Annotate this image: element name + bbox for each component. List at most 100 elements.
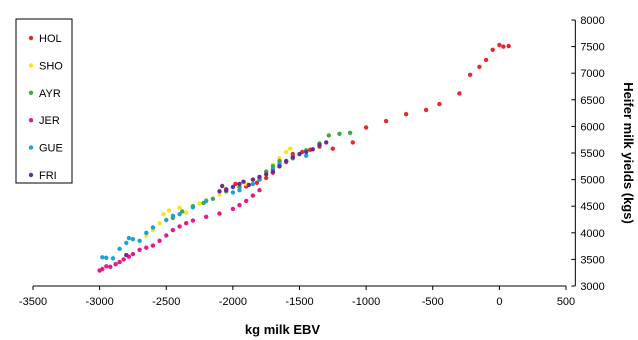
data-point-fri xyxy=(250,177,256,182)
data-point-gue xyxy=(117,246,122,251)
data-point-fri xyxy=(237,181,242,187)
data-point-gue xyxy=(177,212,182,217)
data-point-fri xyxy=(310,147,315,152)
legend-label-ayr: AYR xyxy=(39,88,61,100)
y-tick-label: 7000 xyxy=(580,68,604,80)
y-tick-label: 6500 xyxy=(580,95,604,107)
legend-marker-fri xyxy=(28,172,34,178)
data-point-hol xyxy=(264,175,269,181)
data-point-jer xyxy=(177,224,182,229)
data-point-jer xyxy=(164,233,169,238)
data-point-fri xyxy=(317,142,322,148)
data-point-sho xyxy=(288,146,293,151)
legend-marker-gue xyxy=(28,145,34,150)
data-point-sho xyxy=(157,221,162,226)
data-point-gue xyxy=(110,256,116,261)
data-point-hol xyxy=(383,118,389,124)
y-tick-label: 6000 xyxy=(580,121,604,133)
data-point-sho xyxy=(284,149,289,155)
data-point-hol xyxy=(350,140,355,145)
x-axis-title: kg milk EBV xyxy=(245,322,320,337)
x-tick-label: 500 xyxy=(557,296,575,308)
y-tick-label: 3500 xyxy=(580,254,604,266)
data-point-jer xyxy=(204,214,209,219)
data-point-fri xyxy=(270,169,276,174)
data-point-jer xyxy=(137,247,142,252)
data-point-jer xyxy=(237,202,242,208)
data-point-gue xyxy=(237,188,242,193)
data-point-ayr xyxy=(210,196,216,201)
data-point-fri xyxy=(324,140,329,145)
legend-label-sho: SHO xyxy=(39,60,63,72)
y-tick-label: 4000 xyxy=(580,228,604,240)
data-point-jer xyxy=(130,251,136,257)
data-point-fri xyxy=(304,149,309,155)
legend-marker-ayr xyxy=(28,90,34,96)
data-point-sho xyxy=(177,205,182,210)
data-point-fri xyxy=(230,184,236,190)
y-axis-title: Heifer milk yields (kgs) xyxy=(621,82,636,224)
data-point-jer xyxy=(250,193,256,198)
legend-marker-jer xyxy=(28,118,34,123)
data-point-gue xyxy=(250,181,256,187)
data-points xyxy=(97,42,511,273)
series-gue xyxy=(100,153,309,261)
data-point-gue xyxy=(126,235,132,241)
data-point-jer xyxy=(184,221,189,226)
x-tick-label: -1500 xyxy=(285,296,313,308)
data-point-jer xyxy=(244,198,249,204)
data-point-hol xyxy=(437,101,442,107)
y-tick-label: 7500 xyxy=(580,42,604,54)
data-point-hol xyxy=(457,91,462,96)
data-point-gue xyxy=(170,213,176,218)
data-point-sho xyxy=(166,208,172,213)
data-point-jer xyxy=(104,264,109,269)
data-point-gue xyxy=(304,153,309,158)
legend: HOL SHO AYR JER GUE FRI xyxy=(15,18,73,184)
data-point-fri xyxy=(284,158,289,164)
data-point-fri xyxy=(124,252,129,258)
data-point-fri xyxy=(264,172,269,177)
data-point-fri xyxy=(257,174,262,180)
data-point-fri xyxy=(290,155,295,160)
data-point-jer xyxy=(170,227,176,233)
data-point-jer xyxy=(190,218,196,223)
x-tick-label: 0 xyxy=(496,296,502,308)
data-point-sho xyxy=(197,201,202,206)
data-point-hol xyxy=(363,125,369,130)
series-fri xyxy=(124,140,329,258)
legend-label-hol: HOL xyxy=(39,33,62,45)
data-point-jer xyxy=(121,257,126,262)
data-point-gue xyxy=(230,190,236,195)
data-point-gue xyxy=(137,238,142,243)
data-point-hol xyxy=(403,112,409,117)
data-point-ayr xyxy=(237,184,242,190)
data-point-hol xyxy=(483,57,489,63)
data-point-gue xyxy=(144,230,149,235)
series-jer xyxy=(97,188,262,273)
data-point-jer xyxy=(157,238,162,243)
data-point-jer xyxy=(144,245,149,250)
data-point-sho xyxy=(161,212,166,217)
data-point-fri xyxy=(241,179,246,184)
data-point-jer xyxy=(257,188,262,193)
data-point-gue xyxy=(130,237,136,242)
data-point-jer xyxy=(113,262,118,267)
legend-marker-hol xyxy=(28,35,34,41)
y-tick-label: 3000 xyxy=(580,281,604,293)
data-point-fri xyxy=(224,188,229,193)
legend-label-gue: GUE xyxy=(39,143,63,155)
data-point-gue xyxy=(164,217,169,223)
x-tick-label: -500 xyxy=(422,296,444,308)
data-point-gue xyxy=(204,198,209,204)
data-point-fri xyxy=(297,151,302,157)
x-axis-ticks: -3500 -3000 -2500 -2000 -1500 -1000 -500 0 500 xyxy=(19,286,575,308)
data-point-fri xyxy=(277,164,282,169)
x-tick-label: -3000 xyxy=(86,296,114,308)
y-tick-label: 8000 xyxy=(580,15,604,27)
y-tick-label: 5500 xyxy=(580,148,604,160)
data-point-jer xyxy=(217,211,222,216)
data-point-hol xyxy=(254,180,260,185)
data-point-hol xyxy=(423,107,429,113)
